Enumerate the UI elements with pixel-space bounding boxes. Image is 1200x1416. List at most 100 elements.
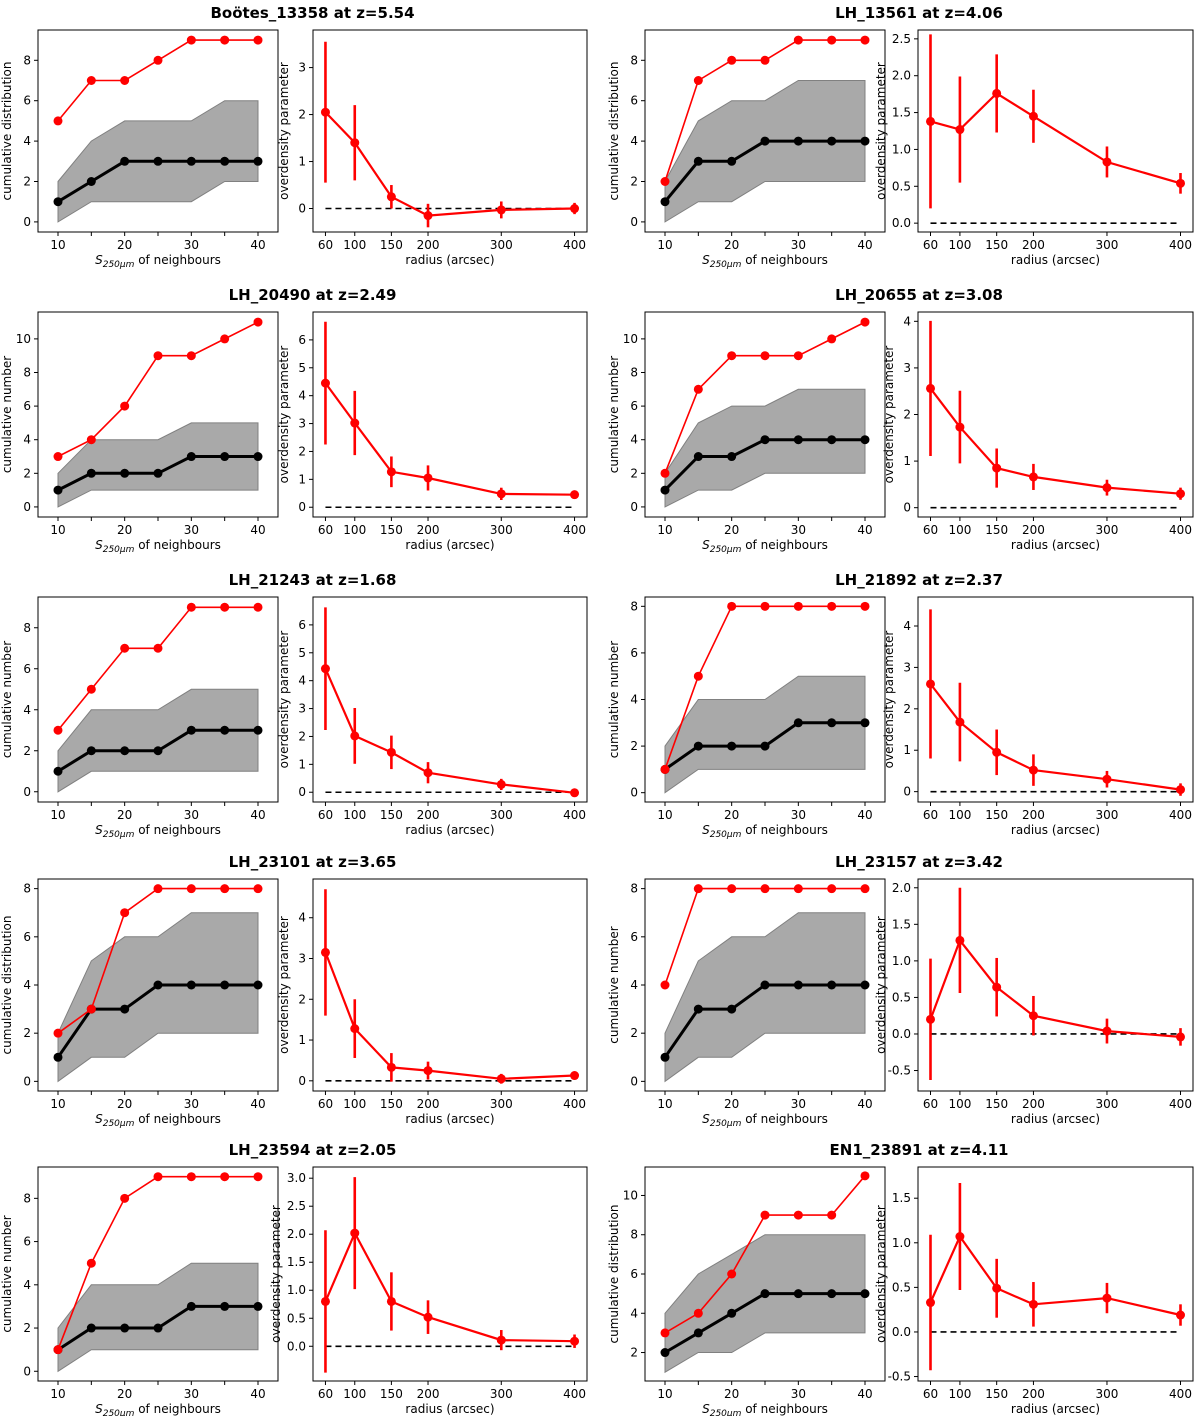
overdensity-y-label: overdensity parameter bbox=[269, 1205, 283, 1343]
y-tick-label: 8 bbox=[630, 599, 638, 613]
x-tick-label: 10 bbox=[50, 523, 65, 537]
observed-point bbox=[693, 384, 703, 394]
observed-point bbox=[693, 671, 703, 681]
observed-point bbox=[53, 725, 63, 735]
y-tick-label: 2 bbox=[298, 992, 306, 1006]
x-tick-label: 200 bbox=[1022, 808, 1045, 822]
x-tick-label: 20 bbox=[117, 523, 132, 537]
overdensity-point bbox=[992, 982, 1002, 992]
mean-point bbox=[827, 718, 837, 728]
y-tick-label: 5 bbox=[298, 646, 306, 660]
mean-point bbox=[760, 435, 770, 445]
cumulative-y-label: cumulative distribution bbox=[0, 62, 14, 201]
x-tick-label: 20 bbox=[724, 1387, 739, 1401]
y-tick-label: 2 bbox=[23, 744, 31, 758]
x-tick-label: 10 bbox=[50, 1097, 65, 1111]
overdensity-line bbox=[324, 668, 575, 794]
overdensity-point bbox=[423, 1066, 433, 1076]
panel-title: LH_23157 at z=3.42 bbox=[835, 853, 1003, 871]
overdensity-y-label: overdensity parameter bbox=[277, 62, 291, 200]
y-tick-label: 6 bbox=[630, 399, 638, 413]
overdensity-point bbox=[1102, 1293, 1112, 1303]
y-tick-label: 8 bbox=[630, 882, 638, 896]
observed-point bbox=[86, 1004, 96, 1014]
x-tick-label: 150 bbox=[380, 1387, 403, 1401]
observed-point bbox=[793, 601, 803, 611]
mean-point bbox=[153, 1323, 163, 1333]
observed-point bbox=[120, 1193, 130, 1203]
y-tick-label: 2 bbox=[630, 1026, 638, 1040]
random-band bbox=[57, 912, 259, 1083]
mean-point bbox=[153, 980, 163, 990]
mean-point bbox=[186, 980, 196, 990]
x-tick-label: 60 bbox=[923, 1387, 938, 1401]
overdensity-axes-frame bbox=[917, 29, 1194, 233]
x-tick-label: 20 bbox=[724, 523, 739, 537]
x-tick-label: 20 bbox=[117, 1097, 132, 1111]
x-tick-label: 10 bbox=[657, 1097, 672, 1111]
y-tick-label: 0 bbox=[23, 1074, 31, 1088]
cumulative-x-label: S250μm of neighbours bbox=[702, 253, 828, 270]
x-tick-label: 10 bbox=[50, 238, 65, 252]
overdensity-point bbox=[423, 473, 433, 483]
y-tick-label: 4 bbox=[23, 1278, 31, 1292]
overdensity-line bbox=[929, 683, 1181, 791]
overdensity-y-label: overdensity parameter bbox=[874, 916, 888, 1054]
mean-point bbox=[86, 468, 96, 478]
y-tick-label: 4 bbox=[23, 978, 31, 992]
observed-point bbox=[727, 601, 737, 611]
overdensity-point bbox=[992, 88, 1002, 98]
x-tick-label: 40 bbox=[857, 238, 872, 252]
observed-point bbox=[253, 35, 263, 45]
mean-point bbox=[827, 435, 837, 445]
overdensity-point bbox=[570, 1336, 580, 1346]
mean-point bbox=[220, 980, 230, 990]
y-tick-label: 3 bbox=[298, 417, 306, 431]
y-tick-label: 0 bbox=[298, 1074, 306, 1088]
mean-point bbox=[253, 725, 263, 735]
x-tick-label: 100 bbox=[343, 1387, 366, 1401]
y-tick-label: 10 bbox=[623, 332, 638, 346]
x-tick-label: 30 bbox=[184, 808, 199, 822]
overdensity-point bbox=[1102, 157, 1112, 167]
y-tick-label: 6 bbox=[23, 930, 31, 944]
overdensity-line bbox=[929, 938, 1181, 1038]
overdensity-x-label: radius (arcsec) bbox=[405, 823, 494, 837]
overdensity-axes-frame bbox=[917, 596, 1194, 803]
x-tick-label: 30 bbox=[184, 523, 199, 537]
x-tick-label: 200 bbox=[417, 238, 440, 252]
mean-point bbox=[793, 136, 803, 146]
mean-point bbox=[86, 746, 96, 756]
mean-point bbox=[793, 435, 803, 445]
cumulative-x-label: S250μm of neighbours bbox=[95, 538, 221, 555]
overdensity-point bbox=[570, 788, 580, 798]
x-tick-label: 40 bbox=[857, 523, 872, 537]
overdensity-point bbox=[350, 1228, 360, 1238]
y-tick-label: 1.0 bbox=[892, 1236, 911, 1250]
mean-point bbox=[760, 980, 770, 990]
observed-point bbox=[760, 351, 770, 361]
random-band bbox=[664, 388, 866, 508]
cumulative-y-label: cumulative distribution bbox=[607, 62, 621, 201]
mean-point bbox=[727, 741, 737, 751]
mean-point bbox=[86, 177, 96, 186]
y-tick-label: 2 bbox=[630, 466, 638, 480]
overdensity-x-label: radius (arcsec) bbox=[1011, 1112, 1100, 1126]
overdensity-point bbox=[1176, 489, 1185, 499]
cumulative-y-label: cumulative number bbox=[607, 356, 621, 473]
x-tick-label: 40 bbox=[857, 1097, 872, 1111]
y-tick-label: 5 bbox=[298, 361, 306, 375]
y-tick-label: 1.5 bbox=[892, 917, 911, 931]
random-band bbox=[664, 80, 866, 223]
cumulative-x-label: S250μm of neighbours bbox=[95, 1402, 221, 1416]
observed-point bbox=[220, 1172, 230, 1182]
overdensity-point bbox=[955, 125, 965, 135]
mean-point bbox=[693, 156, 703, 166]
observed-point bbox=[760, 1210, 770, 1220]
observed-point bbox=[153, 1172, 163, 1182]
y-tick-label: 2 bbox=[903, 408, 911, 422]
mean-point bbox=[120, 1004, 130, 1014]
y-tick-label: 0.0 bbox=[892, 1325, 911, 1339]
mean-point bbox=[253, 452, 263, 462]
y-tick-label: 6 bbox=[630, 646, 638, 660]
